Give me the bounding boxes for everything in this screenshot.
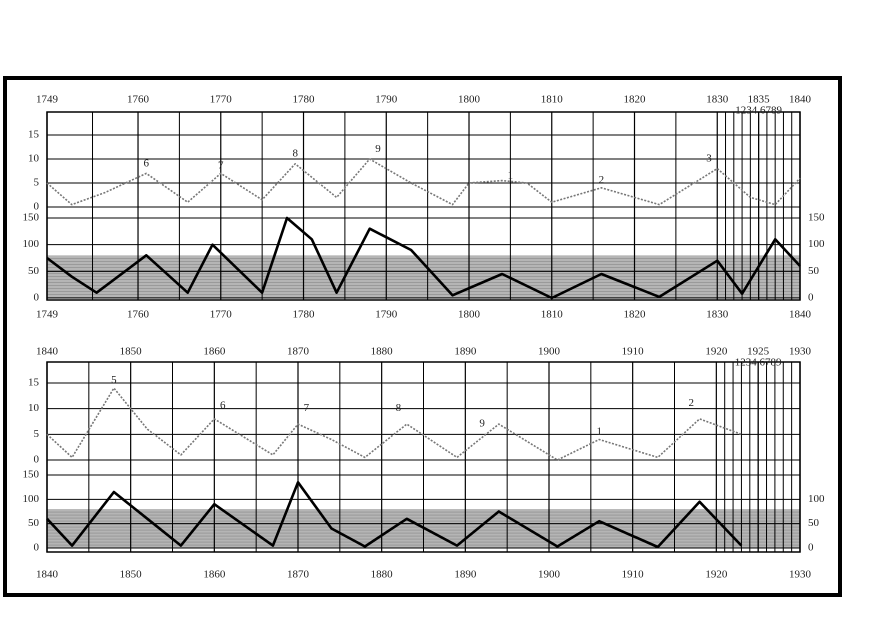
y-tick-label: 5 <box>34 428 40 440</box>
y-tick-label: 10 <box>28 402 40 414</box>
frame <box>3 76 842 597</box>
x-tick-label: 1920 <box>705 569 728 581</box>
x-tick-label: 1925 <box>747 346 770 358</box>
cycle-label: 6 <box>220 400 226 412</box>
x-tick-label: 1760 <box>127 309 150 321</box>
y-tick-label: 0 <box>34 292 40 304</box>
x-tick-label: 1890 <box>454 569 477 581</box>
y2-tick-label: 100 <box>808 493 825 505</box>
x-tick-label: 1840 <box>789 309 812 321</box>
x-tick-label: 1830 <box>706 309 729 321</box>
x-tick-label: 1749 <box>36 309 59 321</box>
y-tick-label: 0 <box>34 201 40 213</box>
y2-tick-label: 0 <box>808 292 814 304</box>
y2-tick-label: 0 <box>808 542 814 554</box>
x-tick-label: 1910 <box>622 346 645 358</box>
x-tick-label: 1810 <box>541 309 564 321</box>
x-tick-label: 1810 <box>541 94 564 106</box>
cycle-label: 7 <box>218 160 224 172</box>
x-tick-label: 1930 <box>789 346 812 358</box>
x-tick-label: 1850 <box>120 346 143 358</box>
y-tick-label: 150 <box>23 212 40 224</box>
x-tick-label: 1840 <box>36 569 59 581</box>
x-tick-label: 1900 <box>538 569 561 581</box>
x-tick-label: 1900 <box>538 346 561 358</box>
fine-tick-label: 1234 6789 <box>735 357 782 369</box>
cycle-label: 7 <box>304 402 310 414</box>
x-tick-label: 1780 <box>293 94 316 106</box>
x-tick-label: 1820 <box>624 309 647 321</box>
cycle-label: 5 <box>111 374 117 386</box>
y2-tick-label: 50 <box>808 517 820 529</box>
x-tick-label: 1830 <box>706 94 729 106</box>
cycle-label: 8 <box>292 148 298 160</box>
y2-tick-label: 50 <box>808 265 820 277</box>
x-tick-label: 1840 <box>789 94 812 106</box>
lower-series <box>46 216 801 300</box>
x-tick-label: 1850 <box>120 569 143 581</box>
x-tick-label: 1910 <box>622 569 645 581</box>
x-tick-label: 1860 <box>203 569 226 581</box>
x-tick-label: 1930 <box>789 569 812 581</box>
y-tick-label: 150 <box>23 469 40 481</box>
y2-tick-label: 100 <box>808 238 825 250</box>
x-tick-label: 1790 <box>375 309 398 321</box>
y-tick-label: 100 <box>23 493 40 505</box>
x-tick-label: 1770 <box>210 309 233 321</box>
y-tick-label: 10 <box>28 153 40 165</box>
x-tick-label: 1760 <box>127 94 150 106</box>
lower-series <box>46 481 743 549</box>
x-tick-label: 1870 <box>287 569 310 581</box>
x-tick-label: 1820 <box>624 94 647 106</box>
x-tick-label: 1890 <box>454 346 477 358</box>
cycle-label: 2 <box>599 174 605 186</box>
cycle-label: 3 <box>706 153 712 165</box>
x-tick-label: 1800 <box>458 309 481 321</box>
x-tick-label: 1835 <box>748 94 771 106</box>
cycle-label: 6 <box>144 157 150 169</box>
y-tick-label: 0 <box>34 454 40 466</box>
y-tick-label: 15 <box>28 129 40 141</box>
x-tick-label: 1880 <box>371 346 394 358</box>
y-tick-label: 15 <box>28 377 40 389</box>
cycle-label: 2 <box>688 397 694 409</box>
y2-tick-label: 150 <box>808 212 825 224</box>
y-tick-label: 50 <box>28 517 40 529</box>
upper-series <box>46 158 801 206</box>
x-tick-label: 1790 <box>375 94 398 106</box>
x-tick-label: 1770 <box>210 94 233 106</box>
cycle-label: 9 <box>375 143 381 155</box>
cycle-label: 9 <box>479 418 485 430</box>
x-tick-label: 1920 <box>705 346 728 358</box>
y-tick-label: 5 <box>34 177 40 189</box>
fine-tick-label: 1234 6789 <box>735 105 782 117</box>
x-tick-label: 1749 <box>36 94 59 106</box>
x-tick-label: 1860 <box>203 346 226 358</box>
cycle-label: 1 <box>508 169 514 181</box>
x-tick-label: 1780 <box>293 309 316 321</box>
x-tick-label: 1800 <box>458 94 481 106</box>
y-tick-label: 50 <box>28 265 40 277</box>
x-tick-label: 1880 <box>371 569 394 581</box>
x-tick-label: 1840 <box>36 346 59 358</box>
cycle-label: 8 <box>396 402 402 414</box>
x-tick-label: 1870 <box>287 346 310 358</box>
upper-series <box>46 387 742 461</box>
cycle-label: 1 <box>596 425 602 437</box>
y-tick-label: 0 <box>34 542 40 554</box>
y-tick-label: 100 <box>23 238 40 250</box>
